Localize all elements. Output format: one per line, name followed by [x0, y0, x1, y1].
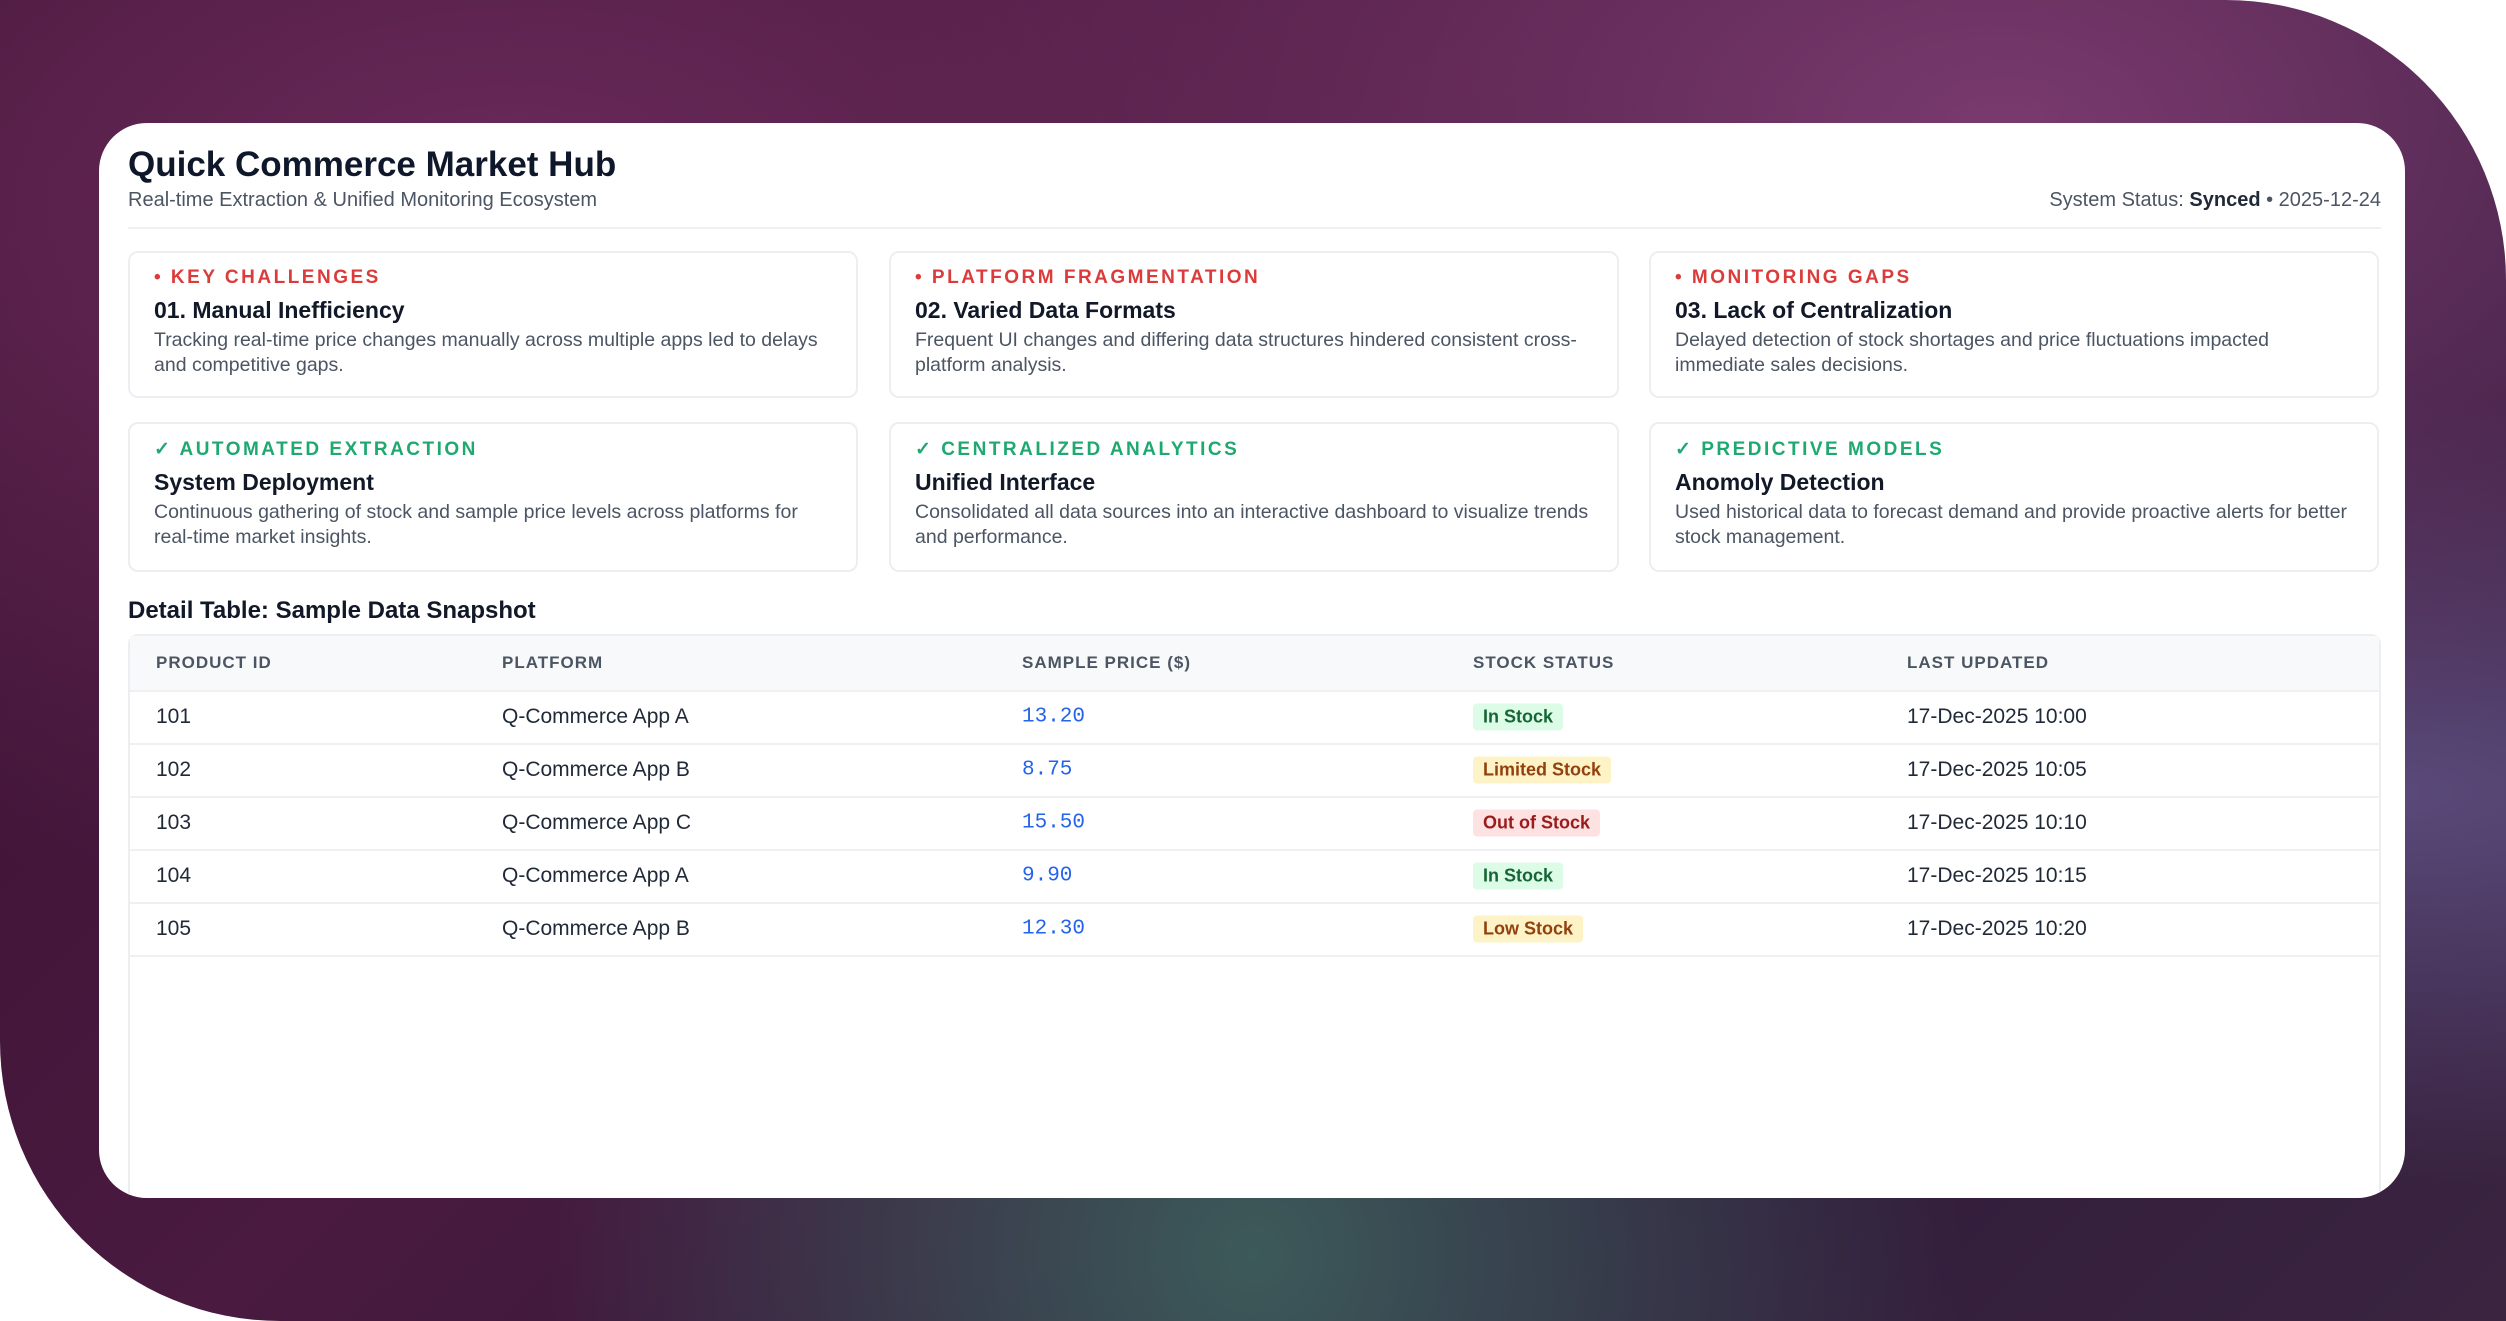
card-title: 03. Lack of Centralization: [1675, 297, 1953, 323]
platform: Q-Commerce App C: [502, 810, 692, 834]
card-title: System Deployment: [154, 469, 374, 495]
platform: Q-Commerce App B: [502, 757, 690, 781]
sample-price: 13.20: [1022, 705, 1086, 728]
status-badge: Limited Stock: [1473, 756, 1612, 783]
product-id: 104: [156, 863, 192, 887]
card-desc: Tracking real-time price changes manuall…: [154, 329, 818, 376]
column-header[interactable]: STOCK STATUS: [1473, 653, 1615, 672]
solution-card: ✓ CENTRALIZED ANALYTICS Unified Interface…: [889, 422, 1619, 572]
product-id: 102: [156, 757, 192, 781]
product-id: 105: [156, 916, 192, 940]
sample-price: 8.75: [1022, 758, 1073, 781]
table-row[interactable]: 105 Q-Commerce App B 12.30 Low Stock 17-Dec-…: [130, 902, 2379, 957]
table-header: PRODUCT ID PLATFORM SAMPLE PRICE ($) STO…: [130, 636, 2379, 692]
header-divider: [128, 227, 2381, 229]
table-row[interactable]: 104 Q-Commerce App A 9.90 In Stock 17-Dec-20…: [130, 849, 2379, 904]
card-title: Anomoly Detection: [1675, 469, 1885, 495]
product-id: 103: [156, 810, 192, 834]
card-label: • KEY CHALLENGES: [154, 267, 381, 288]
card-title: 01. Manual Inefficiency: [154, 297, 405, 323]
platform: Q-Commerce App A: [502, 863, 689, 887]
card-title: Unified Interface: [915, 469, 1096, 495]
system-status: System Status: Synced • 2025-12-24: [2049, 189, 2381, 212]
last-updated: 17-Dec-2025 10:20: [1907, 916, 2087, 940]
table-title: Detail Table: Sample Data Snapshot: [128, 597, 536, 624]
challenge-card: • PLATFORM FRAGMENTATION 02. Varied Data …: [889, 251, 1619, 398]
data-table: PRODUCT ID PLATFORM SAMPLE PRICE ($) STO…: [128, 634, 2381, 1198]
platform: Q-Commerce App B: [502, 916, 690, 940]
last-updated: 17-Dec-2025 10:10: [1907, 810, 2087, 834]
card-label: • MONITORING GAPS: [1675, 267, 1912, 288]
status-badge: In Stock: [1473, 703, 1564, 730]
status-label: System Status:: [2049, 189, 2184, 211]
card-desc: Frequent UI changes and differing data s…: [915, 329, 1577, 376]
table-row[interactable]: 101 Q-Commerce App A 13.20 In Stock 17-Dec-2…: [130, 690, 2379, 745]
status-badge: Low Stock: [1473, 915, 1584, 942]
dashboard-card: Quick Commerce Market Hub Real-time Extr…: [99, 123, 2405, 1198]
challenge-card: • KEY CHALLENGES 01. Manual Inefficiency T…: [128, 251, 858, 398]
table-row[interactable]: 102 Q-Commerce App B 8.75 Limited Stock 17-D…: [130, 743, 2379, 798]
status-date: • 2025-12-24: [2266, 189, 2381, 211]
page-title: Quick Commerce Market Hub: [128, 145, 617, 184]
card-label: • PLATFORM FRAGMENTATION: [915, 267, 1261, 288]
card-label: ✓ CENTRALIZED ANALYTICS: [915, 439, 1240, 460]
solution-card: ✓ PREDICTIVE MODELS Anomoly Detection Used…: [1649, 422, 2379, 572]
sample-price: 15.50: [1022, 811, 1086, 834]
card-desc: Consolidated all data sources into an in…: [915, 501, 1589, 548]
sample-price: 12.30: [1022, 917, 1086, 940]
card-desc: Continuous gathering of stock and sample…: [154, 501, 798, 548]
table-row[interactable]: 103 Q-Commerce App C 15.50 Out of Stock 17-D…: [130, 796, 2379, 851]
card-label: ✓ PREDICTIVE MODELS: [1675, 439, 1945, 460]
column-header[interactable]: SAMPLE PRICE ($): [1022, 653, 1192, 672]
last-updated: 17-Dec-2025 10:05: [1907, 757, 2087, 781]
card-label: ✓ AUTOMATED EXTRACTION: [154, 439, 478, 460]
column-header[interactable]: LAST UPDATED: [1907, 653, 2050, 672]
last-updated: 17-Dec-2025 10:00: [1907, 704, 2087, 728]
column-header[interactable]: PRODUCT ID: [156, 653, 272, 672]
solution-card: ✓ AUTOMATED EXTRACTION System Deployment C…: [128, 422, 858, 572]
page-subtitle: Real-time Extraction & Unified Monitorin…: [128, 189, 598, 211]
status-badge: In Stock: [1473, 862, 1564, 889]
card-desc: Used historical data to forecast demand …: [1675, 501, 2348, 548]
challenge-card: • MONITORING GAPS 03. Lack of Centralizat…: [1649, 251, 2379, 398]
status-badge: Out of Stock: [1473, 809, 1600, 836]
column-header[interactable]: PLATFORM: [502, 653, 604, 672]
card-desc: Delayed detection of stock shortages and…: [1675, 329, 2270, 376]
status-value: Synced: [2189, 189, 2261, 211]
card-title: 02. Varied Data Formats: [915, 297, 1176, 323]
last-updated: 17-Dec-2025 10:15: [1907, 863, 2087, 887]
platform: Q-Commerce App A: [502, 704, 689, 728]
product-id: 101: [156, 704, 192, 728]
sample-price: 9.90: [1022, 864, 1073, 887]
